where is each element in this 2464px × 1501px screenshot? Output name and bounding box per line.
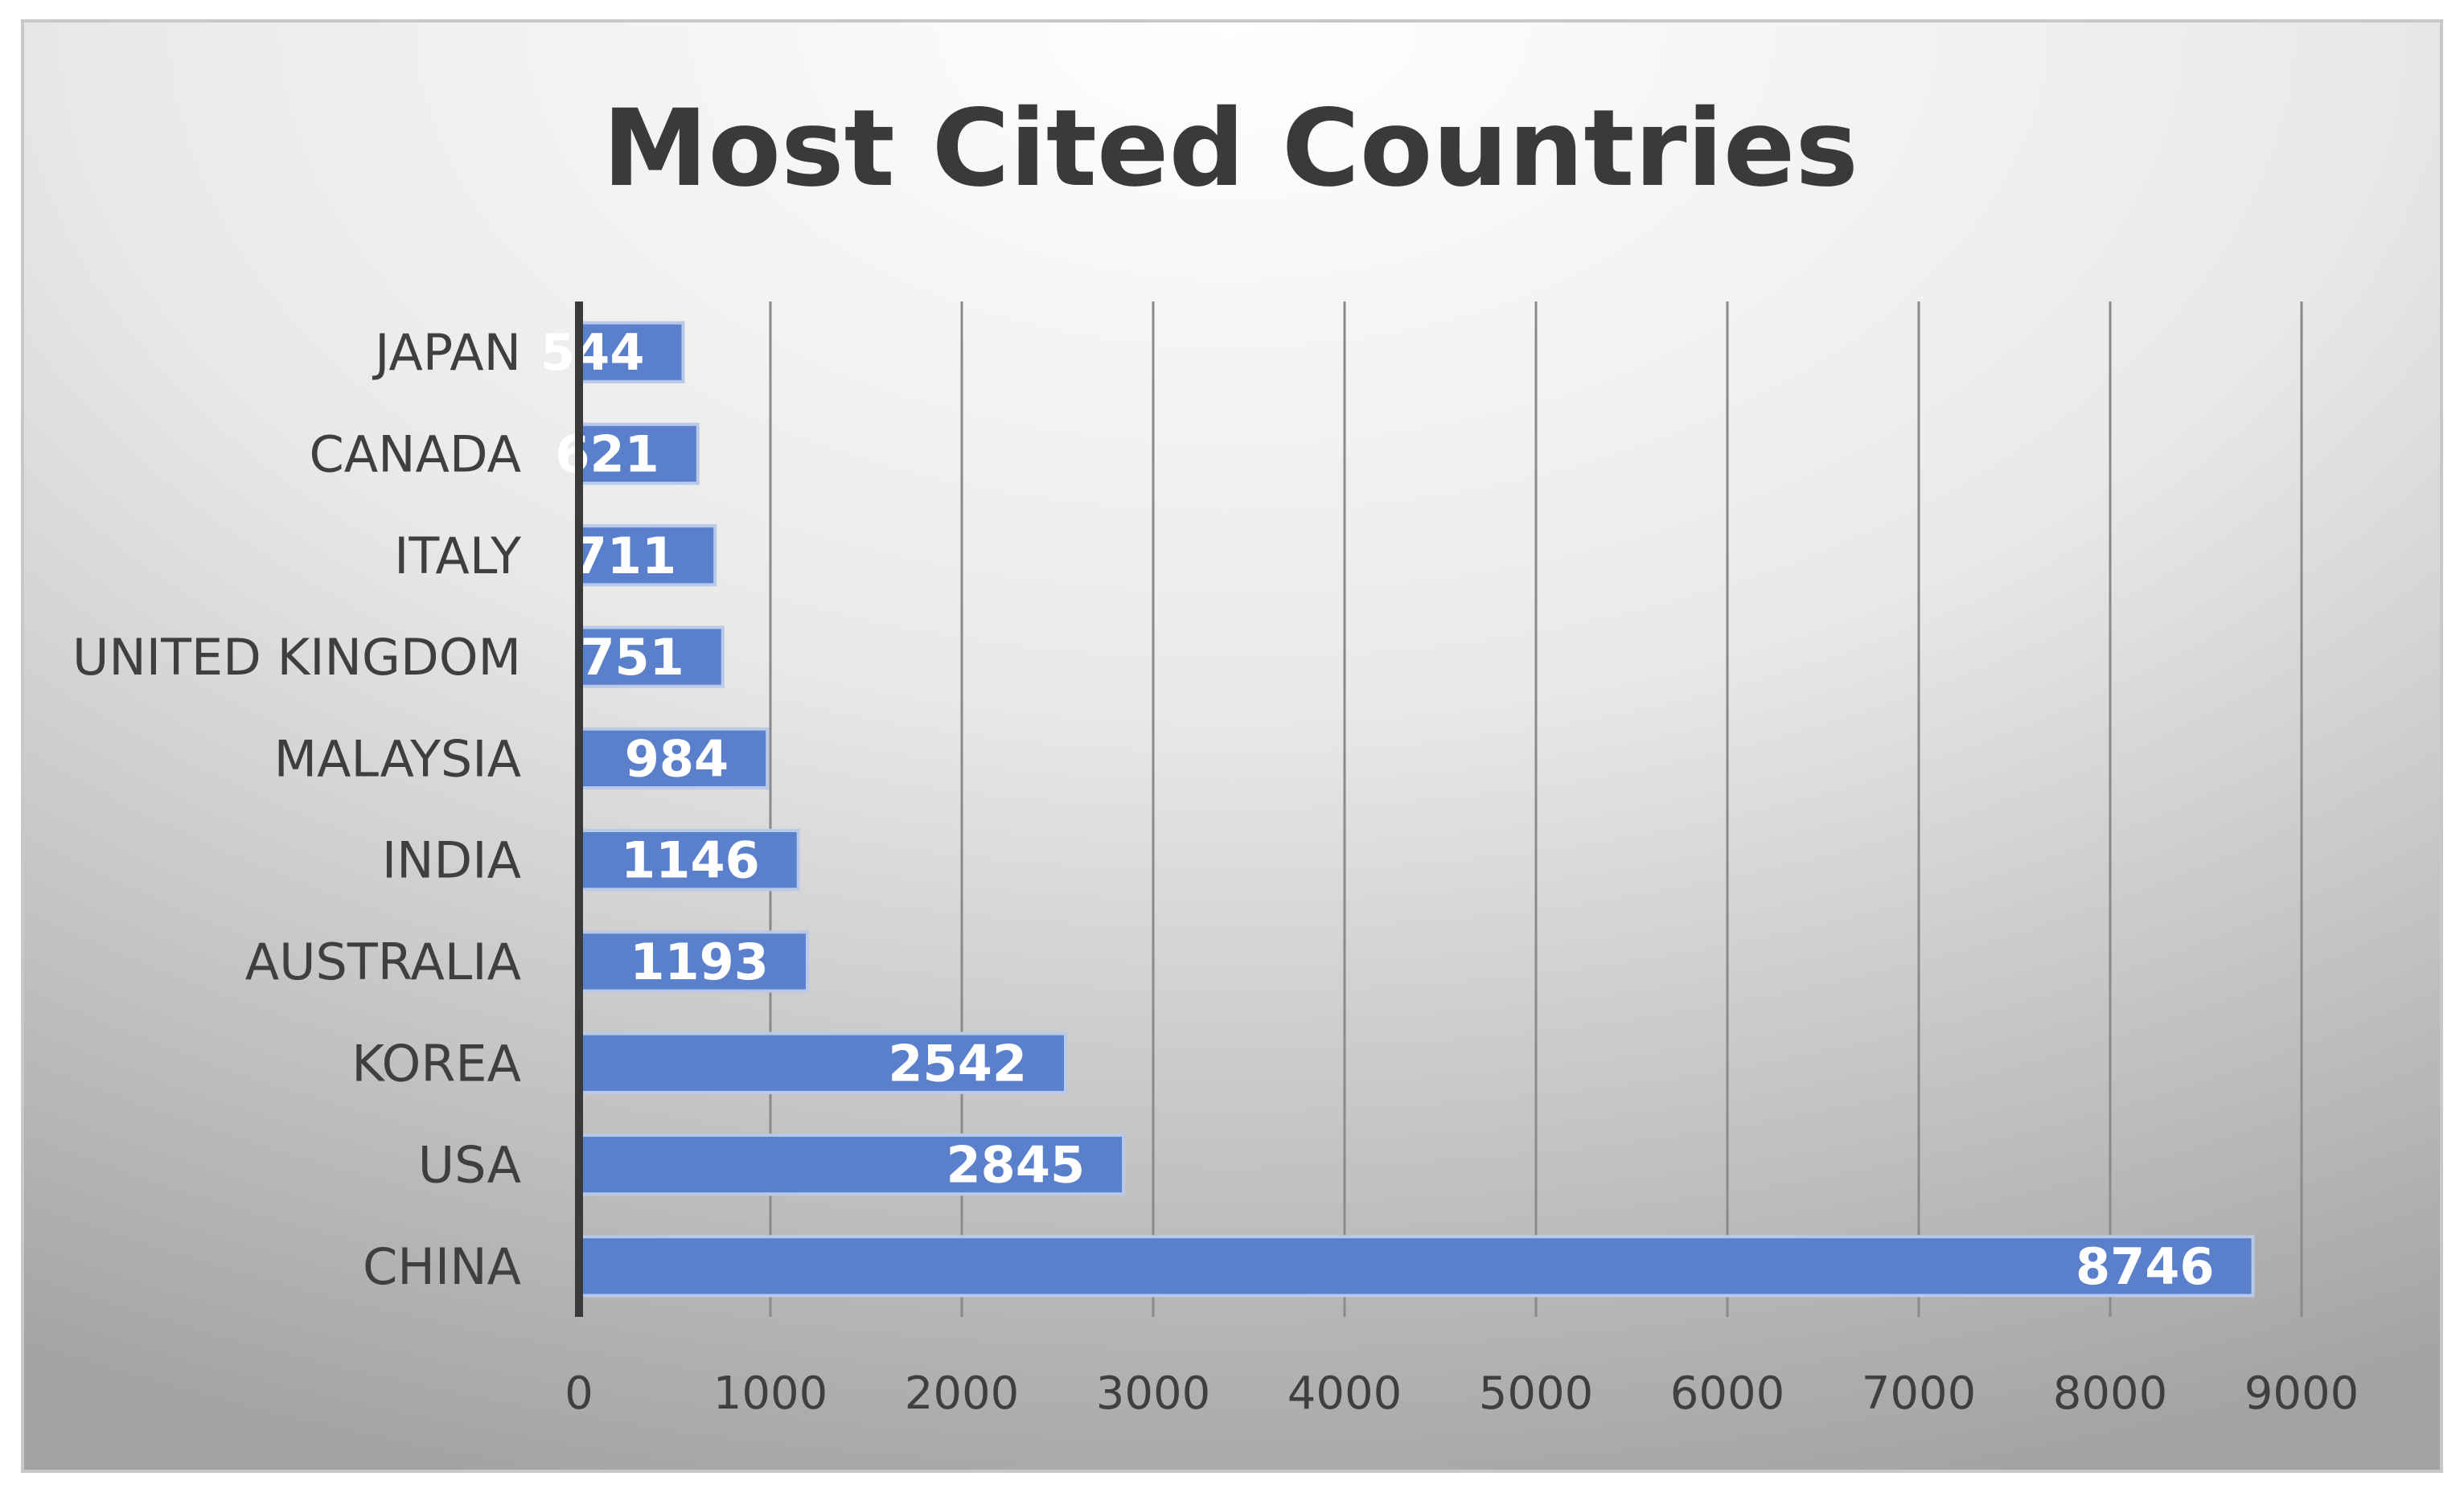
bar [577, 1235, 2255, 1298]
chart-title: Most Cited Countries [602, 87, 1858, 211]
x-tick-label: 0 [565, 1368, 593, 1420]
data-label: 711 [573, 527, 676, 585]
x-tick-label: 2000 [905, 1368, 1020, 1420]
bars [577, 321, 2255, 1298]
data-label: 2542 [888, 1034, 1027, 1093]
category-label: UNITED KINGDOM [72, 628, 521, 687]
category-label: KOREA [351, 1034, 521, 1093]
x-tick-label: 9000 [2244, 1368, 2359, 1420]
bar [577, 829, 800, 892]
category-label: JAPAN [372, 323, 521, 382]
data-label: 8746 [2076, 1237, 2215, 1296]
x-tick-label: 6000 [1670, 1368, 1785, 1420]
category-labels: CHINA USA KOREA AUSTRALIA INDIA MALAYSIA UNITE… [72, 323, 521, 1296]
x-tick-label: 8000 [2053, 1368, 2168, 1420]
x-tick-label: 7000 [1862, 1368, 1977, 1420]
data-label: 621 [555, 424, 659, 483]
x-axis-tick-labels: 0 1000 2000 3000 4000 5000 6000 7000 8000 9000 [565, 1368, 2359, 1420]
bar [577, 1133, 1126, 1196]
category-label: ITALY [394, 527, 521, 585]
category-label: INDIA [382, 831, 521, 890]
bar [577, 727, 770, 789]
data-label: 1146 [621, 831, 760, 890]
bar [577, 625, 725, 688]
data-label: 751 [580, 628, 684, 687]
data-label: 984 [625, 729, 729, 788]
x-tick-label: 1000 [713, 1368, 828, 1420]
data-labels: 8746 2845 2542 1193 1146 984 751 711 621 544 [540, 323, 2214, 1296]
data-label: 1193 [630, 933, 769, 991]
x-tick-label: 5000 [1479, 1368, 1594, 1420]
category-label: AUSTRALIA [245, 933, 521, 991]
bar [577, 422, 700, 486]
category-label: CANADA [309, 424, 521, 483]
category-label: USA [418, 1136, 521, 1195]
x-tick-label: 4000 [1287, 1368, 1402, 1420]
category-label: CHINA [363, 1237, 521, 1296]
category-label: MALAYSIA [274, 729, 521, 788]
chart-background [21, 19, 2443, 1473]
data-label: 544 [540, 323, 644, 382]
bar [577, 1031, 1067, 1094]
bar [577, 930, 809, 993]
x-tick-label: 3000 [1096, 1368, 1211, 1420]
data-label: 2845 [947, 1136, 1086, 1195]
